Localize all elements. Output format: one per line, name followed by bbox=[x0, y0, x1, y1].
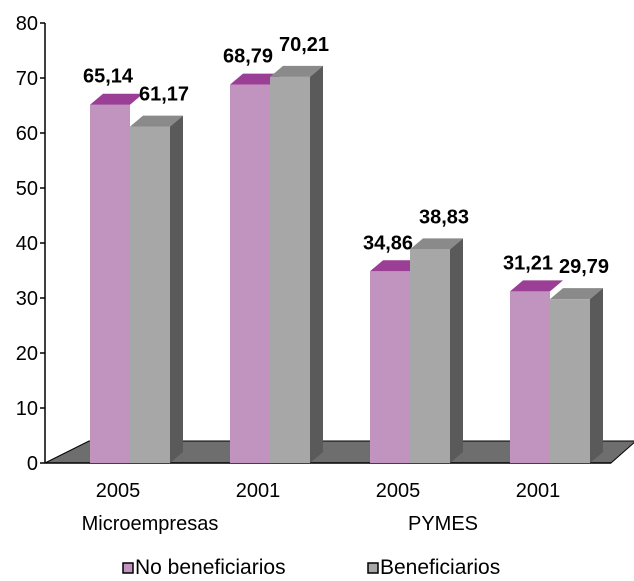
x-tick-label: 2001 bbox=[516, 480, 561, 502]
bar-front-face bbox=[130, 126, 170, 463]
bar-top-face bbox=[130, 115, 183, 127]
y-tick-label: 20 bbox=[16, 343, 38, 365]
bar-front-face bbox=[90, 104, 130, 463]
bar-top-face bbox=[230, 73, 283, 85]
bar-side-face bbox=[450, 238, 463, 463]
y-tick-label: 60 bbox=[16, 123, 38, 145]
data-label: 34,86 bbox=[363, 232, 413, 254]
bar bbox=[90, 93, 143, 463]
bar-side-face bbox=[310, 65, 323, 463]
bar bbox=[370, 260, 423, 463]
y-tick-label: 50 bbox=[16, 178, 38, 200]
bar-side-face bbox=[590, 288, 603, 463]
bar-top-face bbox=[510, 280, 563, 292]
y-tick-label: 40 bbox=[16, 233, 38, 255]
bar bbox=[550, 288, 603, 463]
bar-front-face bbox=[550, 299, 590, 463]
data-label: 61,17 bbox=[139, 84, 189, 106]
bar-front-face bbox=[510, 291, 550, 463]
y-tick-label: 80 bbox=[16, 13, 38, 35]
bar-top-face bbox=[90, 93, 143, 105]
data-label: 38,83 bbox=[419, 206, 469, 228]
bar-front-face bbox=[370, 271, 410, 463]
x-axis: 2005 2001 2005 2001 Microempresas PYMES bbox=[82, 480, 561, 535]
data-label: 68,79 bbox=[223, 46, 273, 68]
bar-front-face bbox=[230, 84, 270, 463]
bar-top-face bbox=[410, 238, 463, 250]
data-label: 65,14 bbox=[83, 66, 134, 88]
bar-top-face bbox=[270, 65, 323, 77]
legend-label: No beneficiarios bbox=[135, 556, 286, 579]
bar bbox=[510, 280, 563, 463]
legend-item: Beneficiarios bbox=[367, 556, 500, 579]
data-label: 31,21 bbox=[503, 252, 553, 274]
y-tick-label: 10 bbox=[16, 398, 38, 420]
bar bbox=[410, 238, 463, 463]
bar bbox=[230, 73, 283, 463]
bar bbox=[270, 65, 323, 463]
group-label: Microempresas bbox=[82, 513, 219, 535]
group-label: PYMES bbox=[408, 513, 478, 535]
x-tick-label: 2005 bbox=[96, 480, 141, 502]
legend-item: No beneficiarios bbox=[122, 556, 286, 579]
y-tick-label: 0 bbox=[27, 453, 38, 475]
bar-top-face bbox=[370, 260, 423, 272]
legend: No beneficiarios Beneficiarios bbox=[122, 556, 500, 579]
y-tick-label: 70 bbox=[16, 68, 38, 90]
legend-swatch bbox=[367, 562, 379, 574]
bars bbox=[90, 65, 603, 463]
y-tick-label: 30 bbox=[16, 288, 38, 310]
bar-front-face bbox=[410, 249, 450, 463]
x-tick-label: 2001 bbox=[236, 480, 281, 502]
data-label: 29,79 bbox=[559, 256, 609, 278]
data-label: 70,21 bbox=[279, 34, 329, 56]
bar-front-face bbox=[270, 76, 310, 463]
bar-top-face bbox=[550, 288, 603, 300]
x-tick-label: 2005 bbox=[376, 480, 421, 502]
bar-side-face bbox=[170, 115, 183, 463]
legend-swatch bbox=[122, 562, 134, 574]
bar bbox=[130, 115, 183, 463]
legend-label: Beneficiarios bbox=[380, 556, 500, 579]
